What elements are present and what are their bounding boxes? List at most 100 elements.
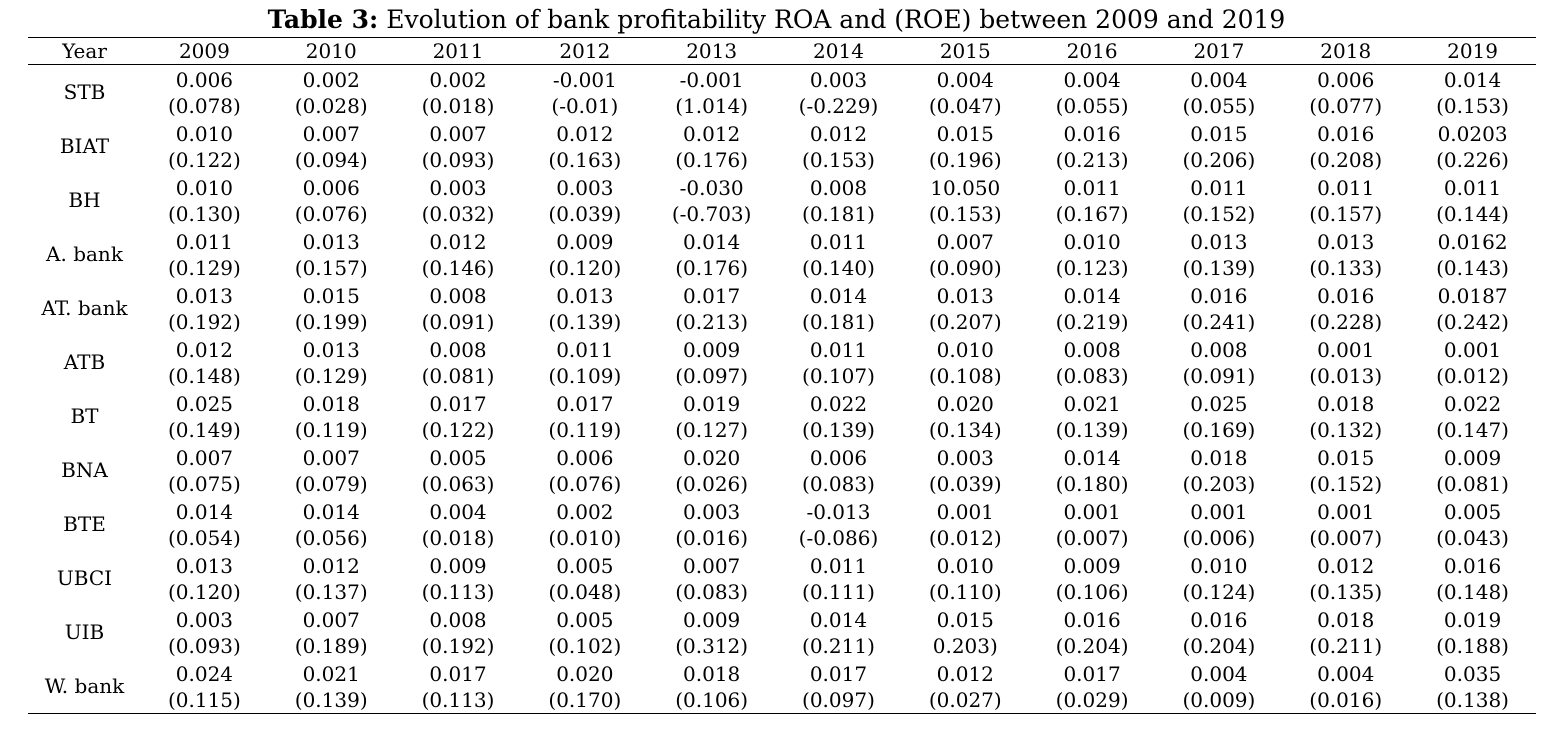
roa-value: 0.010 [1063, 230, 1121, 254]
roa-value: 0.001 [1190, 500, 1248, 524]
table-cell: 0.004 (0.009) [1155, 659, 1283, 714]
roe-value: (0.097) [675, 364, 749, 388]
roa-value: 0.011 [809, 230, 868, 254]
table-cell: 0.015 (0.206) [1156, 119, 1283, 173]
roa-value: 0.012 [1317, 554, 1375, 578]
roe-value: (0.138) [1436, 688, 1509, 712]
roe-value: (0.134) [928, 418, 1002, 442]
roe-value: (0.124) [1182, 580, 1256, 604]
table-cell: 0.008 (0.091) [1156, 335, 1283, 389]
bank-name: BT [70, 404, 99, 428]
table-cell: 0.021 (0.139) [267, 659, 395, 714]
table-cell: 0.010 (0.122) [141, 119, 268, 173]
table-cell: 0.001 (0.012) [902, 497, 1029, 551]
roa-value: 0.014 [1063, 284, 1121, 308]
roa-value: 0.019 [683, 392, 741, 416]
roe-value: (0.079) [294, 472, 368, 496]
table-row: BT 0.025 (0.149) 0.018 (0.119) 0.017 (0.122) 0.… [28, 389, 1536, 443]
roa-value: 0.005 [556, 554, 614, 578]
table-cell: 0.015 (0.152) [1282, 443, 1409, 497]
roe-value: (0.083) [1055, 364, 1129, 388]
roe-value: (0.115) [167, 688, 241, 712]
table-cell: 0.009 (0.120) [521, 227, 648, 281]
roe-value: (0.055) [1055, 94, 1129, 118]
roe-value: (0.012) [928, 526, 1002, 550]
roa-value: 0.007 [936, 230, 994, 254]
roe-value: (0.163) [548, 148, 622, 172]
roa-value: 0.006 [1317, 68, 1375, 92]
table-cell: 0.011 (0.140) [775, 227, 902, 281]
roa-value: 0.022 [1443, 392, 1502, 416]
roa-value: 0.008 [1063, 338, 1121, 362]
profitability-table: Year 2009 2010 2011 2012 2013 2014 2015 2016 2017… [28, 37, 1536, 714]
roe-value: (0.139) [1055, 418, 1129, 442]
roe-value: (0.176) [675, 256, 749, 280]
table-cell: 0.004 (0.016) [1282, 659, 1410, 714]
table-cell: 0.005 (0.043) [1409, 497, 1536, 551]
roe-value: (0.076) [294, 202, 368, 226]
roe-value: (0.056) [294, 526, 368, 550]
roa-value: 0.007 [302, 446, 360, 470]
table-row: ATB 0.012 (0.148) 0.013 (0.129) 0.008 (0.081) 0… [28, 335, 1536, 389]
roa-value: 0.007 [175, 446, 234, 470]
bank-name: AT. bank [41, 296, 128, 320]
roe-value: (0.091) [1182, 364, 1256, 388]
roa-value: 0.009 [683, 338, 741, 362]
table-cell: 0.020 (0.026) [648, 443, 775, 497]
table-cell: -0.030 (-0.703) [648, 173, 775, 227]
roe-value: (0.102) [548, 634, 622, 658]
roe-value: (0.054) [167, 526, 241, 550]
roe-value: (-0.229) [798, 94, 879, 118]
table-cell: 0.015 (0.196) [902, 119, 1029, 173]
table-header: Year 2009 2010 2011 2012 2013 2014 2015 2016 2017… [28, 37, 1536, 65]
table-cell: 0.0162 (0.143) [1409, 227, 1536, 281]
table-cell: 0.008 (0.083) [1029, 335, 1156, 389]
roa-value: -0.013 [806, 500, 871, 524]
roa-value: 0.001 [1317, 500, 1375, 524]
roa-value: 0.016 [1317, 284, 1375, 308]
bank-name: UIB [64, 620, 105, 644]
roa-value: 0.015 [936, 122, 994, 146]
roa-value: 0.009 [429, 554, 487, 578]
table-cell: 0.012 (0.027) [901, 659, 1029, 714]
roe-value: (0.189) [294, 634, 368, 658]
table-cell: 0.021 (0.139) [1029, 389, 1156, 443]
roe-value: (0.111) [802, 580, 875, 604]
header-year: 2019 [1409, 37, 1536, 65]
roa-value: 0.015 [1190, 122, 1248, 146]
roa-value: 0.006 [302, 176, 360, 200]
roa-value: 0.018 [1317, 392, 1375, 416]
table-cell: 0.001 (0.007) [1282, 497, 1409, 551]
roe-value: (0.206) [1182, 148, 1256, 172]
table-cell: 0.025 (0.169) [1156, 389, 1283, 443]
roe-value: (0.153) [802, 148, 875, 172]
roe-value: (0.093) [421, 148, 495, 172]
table-cell: 0.012 (0.148) [141, 335, 268, 389]
roe-value: (0.026) [675, 472, 749, 496]
roe-value: (0.078) [167, 94, 241, 118]
roe-value: (0.213) [1055, 148, 1129, 172]
roa-value: 0.025 [175, 392, 234, 416]
roe-value: (0.167) [1055, 202, 1129, 226]
roe-value: (0.007) [1055, 526, 1129, 550]
table-cell: 0.012 (0.135) [1282, 551, 1409, 605]
table-cell: -0.001 (-0.01) [521, 65, 648, 120]
table-cell: 0.012 (0.137) [268, 551, 395, 605]
roa-value: 0.002 [302, 68, 360, 92]
roa-value: 0.015 [1317, 446, 1375, 470]
roe-value: (0.007) [1309, 526, 1383, 550]
roa-value: 0.025 [1190, 392, 1248, 416]
bank-name: BH [68, 188, 101, 212]
table-cell: 0.007 (0.094) [268, 119, 395, 173]
roa-value: -0.001 [552, 68, 617, 92]
roa-value: 0.012 [302, 554, 360, 578]
roa-value: 0.001 [1063, 500, 1121, 524]
table-cell: 0.011 (0.107) [775, 335, 902, 389]
table-cell: 0.009 (0.106) [1029, 551, 1156, 605]
table-cell: 0.001 (0.006) [1156, 497, 1283, 551]
table-caption-text: Evolution of bank profitability ROA and … [386, 5, 1286, 34]
table-cell: 0.001 (0.013) [1282, 335, 1409, 389]
header-year: 2010 [267, 37, 395, 65]
roe-value: (0.130) [167, 202, 241, 226]
roa-value: 0.012 [809, 122, 868, 146]
